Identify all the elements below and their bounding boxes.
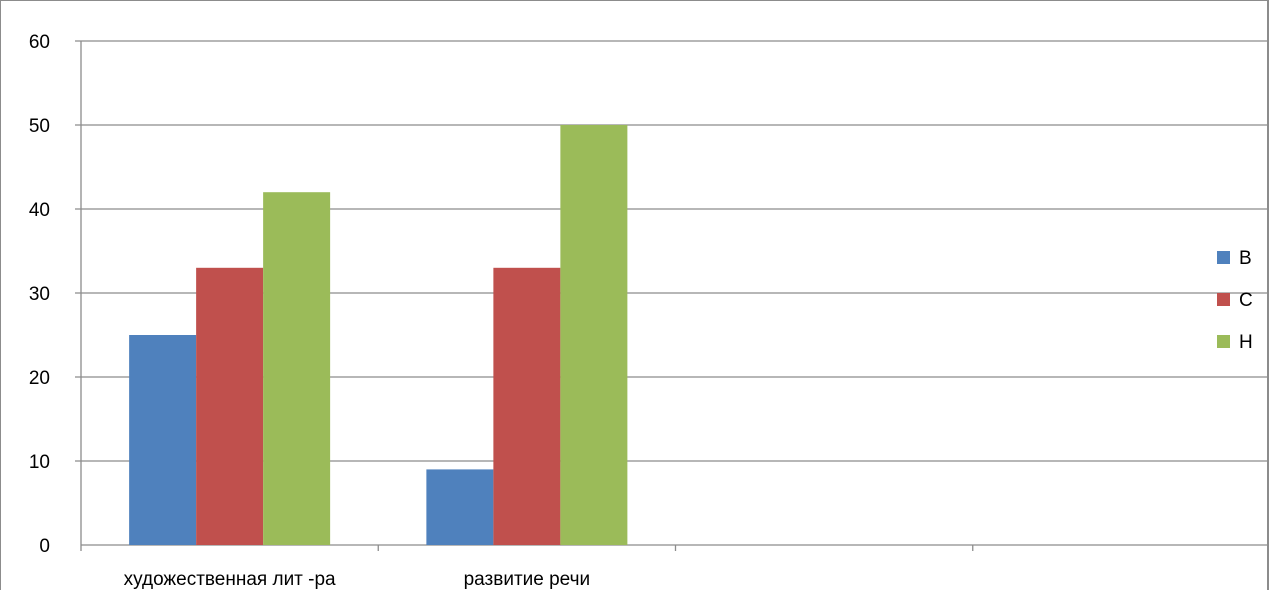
bars (129, 125, 628, 545)
y-tick-labels: 0 10 20 30 40 50 60 (29, 32, 50, 557)
bar-В-1 (426, 469, 494, 545)
legend: ВСН (1217, 248, 1253, 353)
x-tick-labels: художественная лит -ра развитие речи (124, 569, 591, 590)
legend-swatch (1217, 251, 1230, 264)
y-tick-label: 50 (29, 116, 50, 137)
bar-С-1 (493, 267, 561, 545)
y-tick-label: 20 (29, 368, 50, 389)
y-tick-label: 30 (29, 284, 50, 305)
y-tick-label: 0 (39, 536, 50, 557)
y-tick-label: 60 (29, 32, 50, 53)
bar-В-0 (129, 335, 197, 545)
legend-label: Н (1239, 332, 1253, 353)
legend-swatch (1217, 293, 1230, 306)
bar-С-0 (196, 267, 264, 545)
y-tick-label: 40 (29, 200, 50, 221)
bar-Н-1 (560, 125, 628, 545)
x-tick-label: развитие речи (464, 569, 591, 590)
legend-label: В (1239, 248, 1252, 269)
legend-swatch (1217, 335, 1230, 348)
bar-Н-0 (263, 192, 331, 545)
legend-label: С (1239, 290, 1253, 311)
x-tick-label: художественная лит -ра (124, 569, 336, 590)
y-tick-label: 10 (29, 452, 50, 473)
